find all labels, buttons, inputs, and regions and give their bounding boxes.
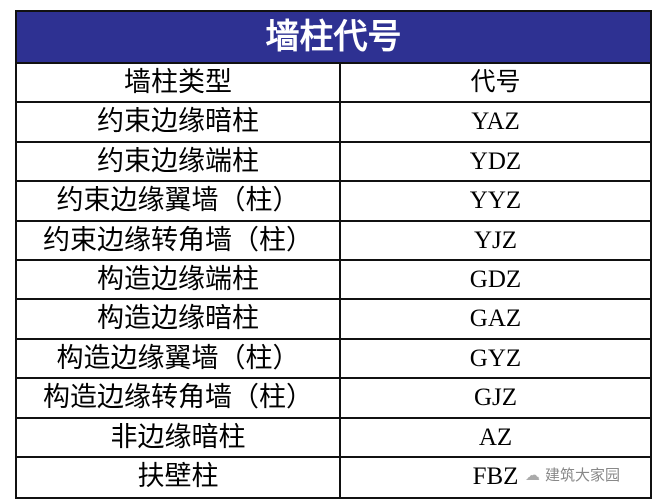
table-row: 约束边缘暗柱 YAZ xyxy=(17,103,650,143)
table-row: 非边缘暗柱 AZ xyxy=(17,418,650,458)
table-row: 约束边缘翼墙（柱） YYZ xyxy=(17,182,650,222)
header-type: 墙柱类型 xyxy=(17,64,341,102)
row-type: 构造边缘翼墙（柱） xyxy=(17,339,341,378)
header-code: 代号 xyxy=(470,69,521,96)
row-code: GAZ xyxy=(469,305,522,333)
wall-column-code-table: 墙柱代号 墙柱类型 代号 约束边缘暗柱 YAZ 约束边缘端柱 YDZ 约束边缘翼墙（柱）… xyxy=(15,10,652,500)
row-type: 约束边缘端柱 xyxy=(17,142,341,181)
row-code: GYZ xyxy=(469,344,522,372)
row-type: 非边缘暗柱 xyxy=(17,418,341,456)
watermark-text: 建筑大家园 xyxy=(545,466,621,484)
wechat-icon: ☁ xyxy=(525,466,540,484)
row-code: FBZ xyxy=(472,462,519,490)
table-title: 墙柱代号 xyxy=(17,12,650,64)
watermark: ☁ 建筑大家园 xyxy=(525,464,620,485)
row-type: 约束边缘转角墙（柱） xyxy=(17,221,341,259)
row-type: 构造边缘暗柱 xyxy=(17,300,341,338)
row-type: 扶壁柱 xyxy=(17,457,341,498)
row-type: 构造边缘转角墙（柱） xyxy=(17,379,341,417)
row-code: YDZ xyxy=(469,147,522,175)
row-code: YJZ xyxy=(473,226,518,254)
table-row: 构造边缘翼墙（柱） GYZ xyxy=(17,339,650,380)
row-code: GDZ xyxy=(469,265,522,293)
table-row: 约束边缘端柱 YDZ xyxy=(17,142,650,183)
row-code: YYZ xyxy=(469,187,522,215)
table-row: 扶壁柱 FBZ xyxy=(17,457,650,498)
row-type: 约束边缘暗柱 xyxy=(17,103,341,141)
table-row: 构造边缘端柱 GDZ xyxy=(17,260,650,301)
row-code: YAZ xyxy=(471,108,520,136)
row-type: 构造边缘端柱 xyxy=(17,260,341,299)
header-row: 墙柱类型 代号 xyxy=(17,64,650,104)
table-row: 约束边缘转角墙（柱） YJZ xyxy=(17,221,650,261)
row-code: GJZ xyxy=(473,384,518,412)
row-code: AZ xyxy=(478,423,513,451)
table-row: 构造边缘暗柱 GAZ xyxy=(17,300,650,340)
row-type: 约束边缘翼墙（柱） xyxy=(17,182,341,220)
table-row: 构造边缘转角墙（柱） GJZ xyxy=(17,379,650,419)
